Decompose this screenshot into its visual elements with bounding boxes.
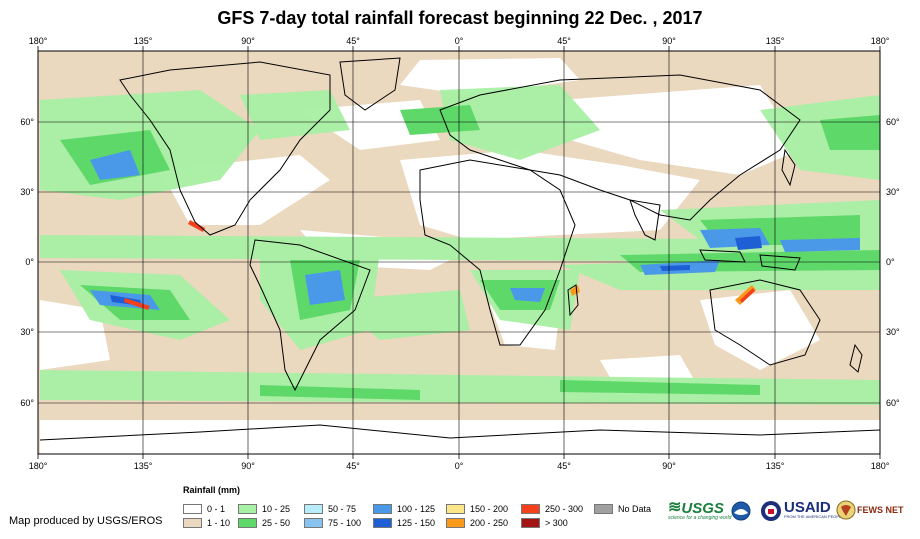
- legend-item: 125 - 150: [373, 517, 435, 529]
- legend-item: 10 - 25: [238, 503, 290, 515]
- lon-label: 135°: [766, 461, 785, 471]
- map-title: GFS 7-day total rainfall forecast beginn…: [217, 8, 703, 28]
- legend-swatch: [304, 504, 323, 514]
- lon-label: 135°: [766, 36, 785, 46]
- legend-item: 75 - 100: [304, 517, 361, 529]
- lon-label: 45°: [346, 461, 360, 471]
- lon-label: 45°: [346, 36, 360, 46]
- legend-item: 250 - 300: [521, 503, 583, 515]
- extreme-rain-areas: [124, 220, 756, 310]
- legend-swatch: [446, 518, 465, 528]
- lon-label: 180°: [871, 461, 890, 471]
- lon-label: 0°: [455, 36, 464, 46]
- credit-text: Map produced by USGS/EROS: [9, 515, 163, 527]
- lon-label: 90°: [662, 461, 676, 471]
- legend-swatch: [521, 518, 540, 528]
- usaid-logo: USAID FROM THE AMERICAN PEOPLE: [784, 499, 844, 519]
- lon-label: 90°: [241, 36, 255, 46]
- legend-item: 1 - 10: [183, 517, 230, 529]
- rainfall-field: [39, 57, 880, 454]
- noaa-logo: [731, 501, 751, 521]
- lon-label: 45°: [557, 461, 571, 471]
- legend-item: 25 - 50: [238, 517, 290, 529]
- legend-item: > 300: [521, 517, 568, 529]
- lat-label: 60°: [20, 398, 34, 408]
- legend-swatch: [238, 504, 257, 514]
- lat-label: 60°: [886, 398, 900, 408]
- lon-label: 90°: [662, 36, 676, 46]
- lon-label: 135°: [134, 461, 153, 471]
- lat-label: 60°: [20, 117, 34, 127]
- legend-item: 100 - 125: [373, 503, 435, 515]
- lon-label: 90°: [241, 461, 255, 471]
- legend-swatch: [183, 518, 202, 528]
- legend-item: 200 - 250: [446, 517, 508, 529]
- lon-label: 135°: [134, 36, 153, 46]
- coastlines: [39, 57, 880, 441]
- lon-labels-top: 180° 135° 90° 45° 0° 45° 90° 135° 180°: [29, 36, 890, 46]
- legend-swatch: [373, 518, 392, 528]
- lon-label: 0°: [455, 461, 464, 471]
- lon-label: 45°: [557, 36, 571, 46]
- legend-swatch: [594, 504, 613, 514]
- tick-marks: [37, 46, 881, 459]
- legend-item: 50 - 75: [304, 503, 356, 515]
- graticule: [38, 51, 880, 454]
- usaid-seal-icon: [761, 501, 781, 521]
- legend-swatch: [373, 504, 392, 514]
- legend-item: 0 - 1: [183, 503, 225, 515]
- lat-label: 30°: [886, 327, 900, 337]
- lat-label: 30°: [20, 327, 34, 337]
- lat-labels-right: 60° 30° 0° 30° 60°: [886, 117, 900, 408]
- legend-item: No Data: [594, 503, 651, 515]
- usgs-wave-icon: ≋: [668, 499, 682, 516]
- lat-labels-left: 60° 30° 0° 30° 60°: [20, 117, 34, 408]
- lon-label: 180°: [29, 461, 48, 471]
- lat-label: 60°: [886, 117, 900, 127]
- noaa-icon: [731, 501, 751, 521]
- lat-label: 0°: [886, 257, 895, 267]
- legend-title: Rainfall (mm): [183, 485, 241, 495]
- usgs-logo: ≋ USGS science for a changing world: [668, 499, 732, 521]
- legend-swatch: [183, 504, 202, 514]
- fews-net-logo: FEWS NET: [836, 500, 904, 520]
- usaid-seal: [760, 500, 782, 522]
- lat-label: 30°: [20, 187, 34, 197]
- legend-swatch: [304, 518, 323, 528]
- lon-label: 180°: [871, 36, 890, 46]
- lon-labels-bottom: 180° 135° 90° 45° 0° 45° 90° 135° 180°: [29, 461, 890, 471]
- legend-item: 150 - 200: [446, 503, 508, 515]
- lat-label: 0°: [25, 257, 34, 267]
- legend-swatch: [238, 518, 257, 528]
- fews-globe-icon: [836, 500, 856, 520]
- lon-label: 180°: [29, 36, 48, 46]
- lat-label: 30°: [886, 187, 900, 197]
- legend-swatch: [446, 504, 465, 514]
- legend-swatch: [521, 504, 540, 514]
